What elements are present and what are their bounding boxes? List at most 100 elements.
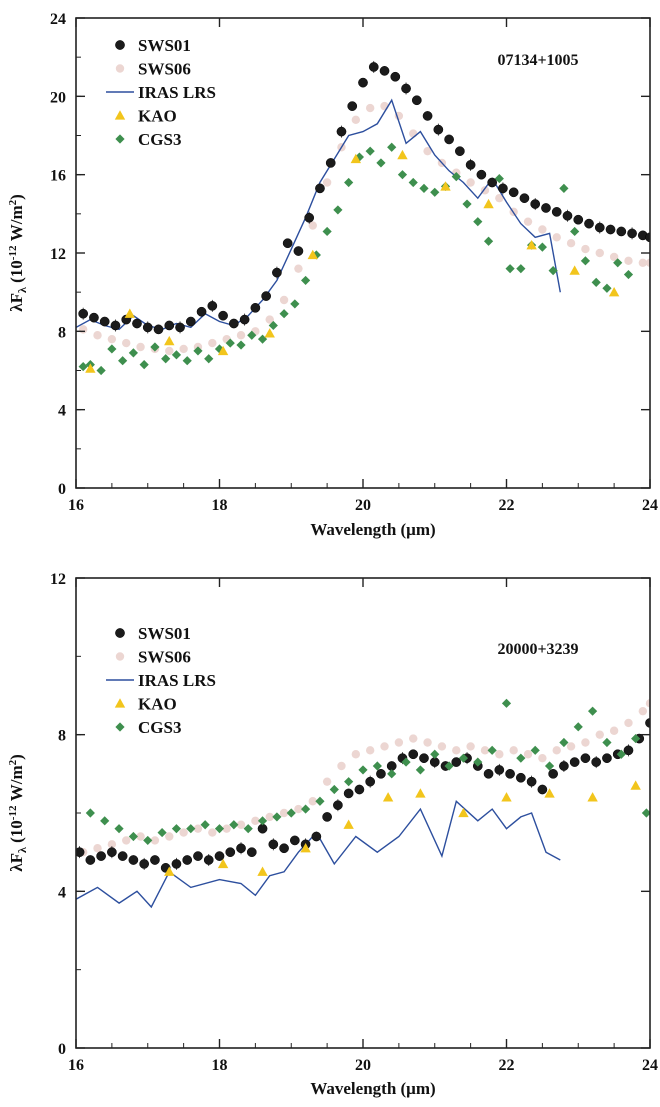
sws06-point [595,248,604,258]
sws06-point [279,808,289,818]
sws06-point [265,315,274,324]
sws01-point [279,843,289,854]
sws06-point [236,331,246,340]
sws06-point [136,832,145,841]
legend-marker-cgs3 [115,722,125,732]
x-tick-label: 20 [355,1057,371,1074]
cgs3-point [247,330,257,340]
cgs3-point [591,277,601,287]
cgs3-point [602,737,612,748]
sws06-point [452,746,461,755]
cgs3-point [365,146,375,156]
sws06-point [208,338,217,348]
sws01-point [584,218,594,229]
sws06-point [136,342,145,352]
sws01-point [358,77,368,88]
cgs3-point [559,183,569,193]
cgs3-point [114,824,124,834]
cgs3-point [128,831,138,842]
cgs3-point [107,344,117,354]
sws01-point [272,267,282,278]
cgs3-point [602,283,612,293]
y-axis-title-part: λ [15,847,29,853]
kao-point [300,843,311,853]
sws01-point [289,835,300,846]
sws06-point [308,221,317,230]
cgs3-point [171,824,182,834]
sws01-point [207,301,218,311]
sws06-point [466,742,475,751]
cgs3-point [85,808,95,818]
sws01-point [494,765,505,775]
legend-marker-sws06 [115,64,125,73]
legend-label: SWS06 [138,648,191,667]
legend-marker-sws01 [115,628,125,638]
cgs3-point [143,835,153,846]
sws01-point [311,831,322,842]
cgs3-point [419,183,429,193]
sws01-point [594,222,605,233]
cgs3-point [286,808,296,818]
x-tick-label: 18 [212,1057,228,1074]
cgs3-point [290,299,300,309]
sws01-point [487,177,497,188]
sws06-point [423,738,432,747]
cgs3-point [641,808,650,818]
series-sws06 [78,101,650,356]
sws06-point [322,777,332,786]
cgs3-point [344,177,354,188]
sws06-point [566,239,576,248]
sws06-point [122,836,131,845]
sws01-point [325,158,336,168]
cgs3-point [501,698,512,708]
sws06-point [380,742,389,751]
sws01-point [498,183,508,194]
sws01-point [132,318,142,329]
legend-label: IRAS LRS [138,671,216,690]
sws01-point [218,310,228,321]
cgs3-point [257,816,268,826]
sws06-point [351,750,361,759]
legend-marker-sws06 [115,652,125,661]
cgs3-point [462,199,472,209]
sws01-point [548,768,558,779]
sws01-point [429,757,440,767]
sws01-point [551,207,562,217]
cgs3-point [570,226,580,237]
y-axis-title-part: W/m [7,765,26,805]
cgs3-point [186,824,196,834]
kao-point [124,308,136,318]
sws06-point [566,742,576,751]
sws06-point [394,738,404,747]
cgs3-point [229,820,239,830]
cgs3-point [214,824,225,834]
sws01-point [171,859,182,869]
sws01-point [537,784,548,795]
y-axis-title-part: 2 [7,759,19,765]
sws06-point [480,746,490,755]
cgs3-point [473,757,483,767]
sws01-point [347,101,358,111]
sws06-point [523,217,533,226]
sws01-point [336,126,347,137]
cgs3-point [530,745,540,755]
cgs3-point [631,733,641,744]
sws06-point [294,264,303,273]
kao-point [608,286,620,297]
kao-point [569,265,580,275]
cgs3-point [311,250,321,260]
sws06-point [645,699,650,708]
sws01-point [76,847,85,858]
y-tick-label: 8 [58,728,66,745]
sws06-point [538,225,547,234]
x-tick-label: 22 [499,497,515,514]
legend-label: IRAS LRS [138,83,216,102]
sws01-point [559,761,569,771]
sws06-point [236,820,246,829]
x-axis-title: Wavelength (μm) [310,1079,435,1098]
sws01-point [541,203,551,213]
sws06-point [351,115,361,125]
y-axis-title-part: -12 [7,805,19,820]
sws06-point [165,346,174,356]
sws01-point [236,843,246,854]
